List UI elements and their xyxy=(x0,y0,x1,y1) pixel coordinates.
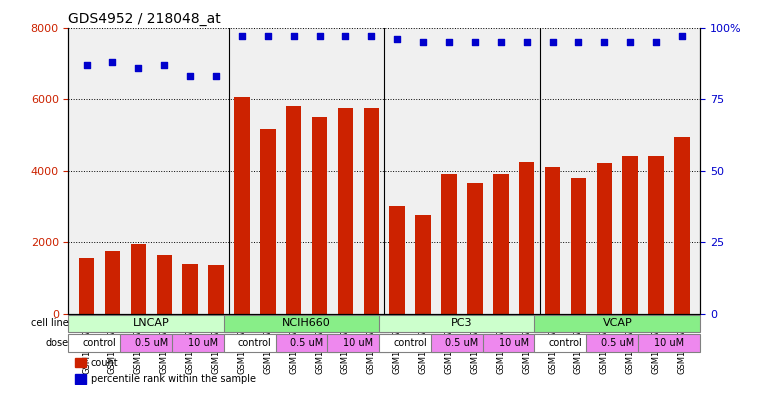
Text: control: control xyxy=(393,338,427,348)
Point xyxy=(469,39,481,45)
Point xyxy=(624,39,636,45)
FancyBboxPatch shape xyxy=(534,315,700,332)
Text: 10 uM: 10 uM xyxy=(343,338,374,348)
FancyBboxPatch shape xyxy=(638,334,700,352)
Point xyxy=(521,39,533,45)
FancyBboxPatch shape xyxy=(68,315,234,332)
Bar xyxy=(416,215,431,314)
Point xyxy=(572,39,584,45)
FancyBboxPatch shape xyxy=(275,334,338,352)
Text: NCIH660: NCIH660 xyxy=(282,318,331,328)
Bar xyxy=(75,358,86,367)
FancyBboxPatch shape xyxy=(379,334,441,352)
Bar xyxy=(79,258,94,314)
FancyBboxPatch shape xyxy=(379,315,545,332)
Point xyxy=(339,33,352,39)
Bar xyxy=(105,251,120,314)
Point xyxy=(81,62,93,68)
Bar xyxy=(183,264,198,314)
Point xyxy=(650,39,662,45)
Bar xyxy=(674,137,689,314)
Text: LNCAP: LNCAP xyxy=(133,318,170,328)
FancyBboxPatch shape xyxy=(586,334,648,352)
Text: 10 uM: 10 uM xyxy=(188,338,218,348)
Text: control: control xyxy=(549,338,582,348)
Point xyxy=(236,33,248,39)
Text: 0.5 uM: 0.5 uM xyxy=(290,338,323,348)
Text: 0.5 uM: 0.5 uM xyxy=(135,338,168,348)
Text: 0.5 uM: 0.5 uM xyxy=(445,338,479,348)
Bar xyxy=(209,265,224,314)
FancyBboxPatch shape xyxy=(534,334,597,352)
Point xyxy=(391,36,403,42)
FancyBboxPatch shape xyxy=(120,334,183,352)
Text: control: control xyxy=(83,338,116,348)
Bar xyxy=(622,156,638,314)
FancyBboxPatch shape xyxy=(224,334,286,352)
Bar xyxy=(286,106,301,314)
Bar xyxy=(648,156,664,314)
Point xyxy=(184,73,196,79)
Bar xyxy=(467,183,482,314)
Bar xyxy=(157,255,172,314)
Point xyxy=(107,59,119,65)
Point xyxy=(676,33,688,39)
FancyBboxPatch shape xyxy=(327,334,390,352)
FancyBboxPatch shape xyxy=(431,334,493,352)
Bar xyxy=(260,129,275,314)
FancyBboxPatch shape xyxy=(68,334,131,352)
Bar xyxy=(131,244,146,314)
Bar xyxy=(234,97,250,314)
Point xyxy=(288,33,300,39)
Point xyxy=(365,33,377,39)
Point xyxy=(158,62,170,68)
Text: dose: dose xyxy=(46,338,69,348)
Point xyxy=(443,39,455,45)
Bar xyxy=(441,174,457,314)
Point xyxy=(417,39,429,45)
Text: cell line: cell line xyxy=(31,318,69,328)
FancyBboxPatch shape xyxy=(224,315,390,332)
Text: percentile rank within the sample: percentile rank within the sample xyxy=(91,374,256,384)
Text: count: count xyxy=(91,358,118,367)
Bar xyxy=(75,374,86,384)
Text: PC3: PC3 xyxy=(451,318,473,328)
Text: VCAP: VCAP xyxy=(603,318,632,328)
Text: 10 uM: 10 uM xyxy=(654,338,684,348)
Point xyxy=(314,33,326,39)
Bar xyxy=(597,163,612,314)
Bar xyxy=(312,117,327,314)
Bar xyxy=(338,108,353,314)
Point xyxy=(495,39,507,45)
Bar xyxy=(519,162,534,314)
Text: 10 uM: 10 uM xyxy=(498,338,529,348)
Bar xyxy=(390,206,405,314)
Point xyxy=(262,33,274,39)
Bar xyxy=(493,174,508,314)
Point xyxy=(132,64,145,71)
Bar xyxy=(545,167,560,314)
Text: GDS4952 / 218048_at: GDS4952 / 218048_at xyxy=(68,13,221,26)
FancyBboxPatch shape xyxy=(172,334,234,352)
FancyBboxPatch shape xyxy=(482,334,545,352)
Text: 0.5 uM: 0.5 uM xyxy=(600,338,634,348)
Point xyxy=(598,39,610,45)
Text: control: control xyxy=(238,338,272,348)
Bar xyxy=(571,178,586,314)
Point xyxy=(210,73,222,79)
Point xyxy=(546,39,559,45)
Bar xyxy=(364,108,379,314)
